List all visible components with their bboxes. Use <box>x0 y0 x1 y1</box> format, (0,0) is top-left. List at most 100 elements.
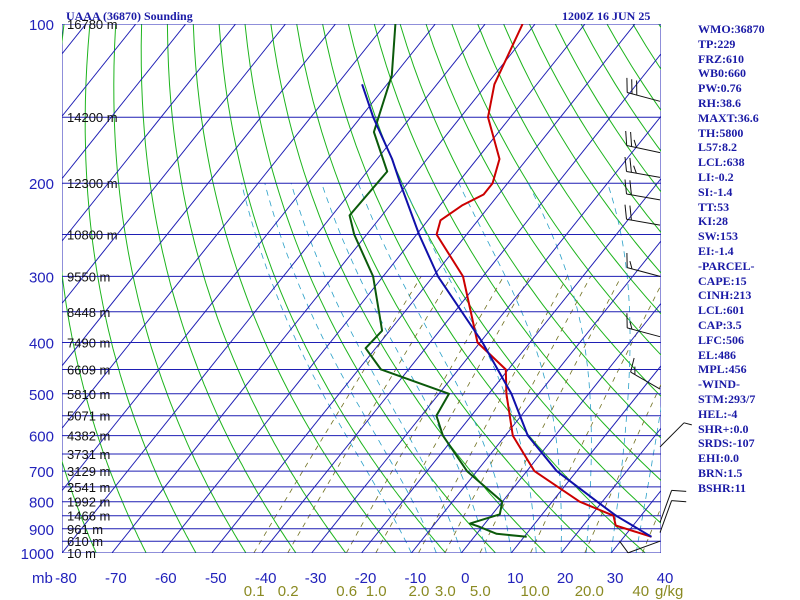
index-item: RH:38.6 <box>698 95 741 110</box>
index-item: EI:-1.4 <box>698 243 734 258</box>
wind-barb <box>626 313 661 338</box>
index-item: CAP:3.5 <box>698 317 742 332</box>
wind-barb <box>659 500 687 533</box>
wind-barb-flag <box>630 131 633 147</box>
moist-adiabat <box>458 183 562 553</box>
index-item: FRZ:610 <box>698 51 744 66</box>
wind-barb-flag <box>624 156 627 172</box>
wind-barb <box>659 422 692 448</box>
wind-barb-flag <box>619 540 629 554</box>
wind-barb-flag <box>671 489 687 492</box>
mixing-ratio-label: 2.0 <box>409 583 430 600</box>
height-label: 2541 m <box>67 480 110 495</box>
height-label: 610 m <box>67 534 103 549</box>
temperature-tick-label: -30 <box>305 570 327 587</box>
dry-adiabat <box>270 24 546 553</box>
isotherm <box>62 24 286 305</box>
isotherm <box>62 24 386 430</box>
wind-barb-flag <box>683 422 692 426</box>
index-item: TP:229 <box>698 36 736 51</box>
temperature-tick-label: 20 <box>557 570 574 587</box>
isotherm <box>261 53 661 553</box>
mixing-ratio-line <box>642 506 661 553</box>
wind-barb-flag <box>629 321 633 330</box>
mixing-ratio-unit: g/kg <box>655 583 683 600</box>
mixing-ratio-label: 5.0 <box>470 583 491 600</box>
index-item: LCL:601 <box>698 303 745 318</box>
wind-barb <box>619 540 661 554</box>
index-item: STM:293/7 <box>698 391 756 406</box>
moist-adiabat <box>402 183 537 553</box>
isotherm <box>62 24 236 242</box>
index-item: SI:-1.4 <box>698 184 733 199</box>
index-item: SHR+:0.0 <box>698 421 749 436</box>
pressure-tick-label: 700 <box>29 464 54 481</box>
height-label: 16780 m <box>67 17 118 32</box>
temperature-tick-label: 40 <box>657 570 674 587</box>
index-item: EHI:0.0 <box>698 451 740 466</box>
moist-adiabat <box>527 183 592 553</box>
isotherm <box>161 24 586 553</box>
wind-barb <box>626 77 661 102</box>
pressure-tick-label: 200 <box>29 176 54 193</box>
temperature-tick-label: -40 <box>255 570 277 587</box>
wind-barb-staff <box>627 92 661 102</box>
temperature-tick-label: -10 <box>405 570 427 587</box>
wind-barb-flag <box>633 165 637 174</box>
isotherm <box>62 24 187 180</box>
pressure-tick-label: 100 <box>29 17 54 34</box>
height-label: 10 m <box>67 546 96 561</box>
moist-adiabat <box>264 183 437 553</box>
isotherm <box>62 24 436 492</box>
dry-adiabat <box>244 24 496 553</box>
wind-barb <box>624 179 661 201</box>
wind-barb-flag <box>633 139 637 148</box>
height-label: 6609 m <box>67 363 110 378</box>
pressure-tick-label: 1000 <box>21 546 54 563</box>
chart-grid <box>62 24 800 553</box>
dry-adiabat <box>788 24 800 553</box>
index-item: L57:8.2 <box>698 140 737 155</box>
index-item: CINH:213 <box>698 288 752 303</box>
pressure-unit-label: mb <box>32 570 53 587</box>
wind-barb <box>626 252 661 277</box>
temperature-tick-label: 30 <box>607 570 624 587</box>
index-item: PW:0.76 <box>698 81 742 96</box>
dry-adiabat <box>762 24 800 553</box>
height-label: 1992 m <box>67 495 110 510</box>
chart-labels: 0.1 0.2 0.6 1.0 2.0 3.0 5.0 10.0 20.0 40 g/kg10020… <box>21 17 684 600</box>
height-label: 14200 m <box>67 110 118 125</box>
height-label: 5071 m <box>67 409 110 424</box>
wind-barb-staff <box>627 267 661 277</box>
isotherm <box>62 24 336 367</box>
index-item: -WIND- <box>698 377 740 392</box>
wind-barb-staff <box>659 422 685 448</box>
wind-barbs <box>619 77 692 554</box>
dry-adiabat <box>140 24 297 553</box>
pressure-tick-label: 600 <box>29 429 54 446</box>
mixing-ratio-line <box>584 383 661 553</box>
wind-barb-flag <box>629 157 632 173</box>
index-item: -PARCEL- <box>698 258 755 273</box>
wind-barb <box>630 357 661 390</box>
isotherm <box>560 427 661 553</box>
wind-barb <box>624 156 661 178</box>
sounding-indices: WMO:36870 TP:229 FRZ:610 WB0:660 PW:0.76 RH:3… <box>698 22 765 496</box>
mixing-ratio-line <box>530 284 661 553</box>
height-label: 3731 m <box>67 447 110 462</box>
index-item: LFC:506 <box>698 332 744 347</box>
wind-barb-flag <box>624 204 627 220</box>
moist-adiabat <box>607 183 631 553</box>
moist-adiabat <box>241 183 412 553</box>
mixing-ratio-label: 40 <box>632 583 649 600</box>
temperature-profile <box>435 24 652 538</box>
wind-barb-staff <box>627 540 661 554</box>
moist-adiabat <box>635 405 661 553</box>
isotherm <box>460 302 661 553</box>
mixing-ratio-label: 0.6 <box>336 583 357 600</box>
pressure-tick-label: 400 <box>29 336 54 353</box>
isotherm <box>62 24 486 553</box>
height-label: 8448 m <box>67 305 110 320</box>
mixing-ratio-label: 3.0 <box>435 583 456 600</box>
mixing-ratio-label: 1.0 <box>366 583 387 600</box>
